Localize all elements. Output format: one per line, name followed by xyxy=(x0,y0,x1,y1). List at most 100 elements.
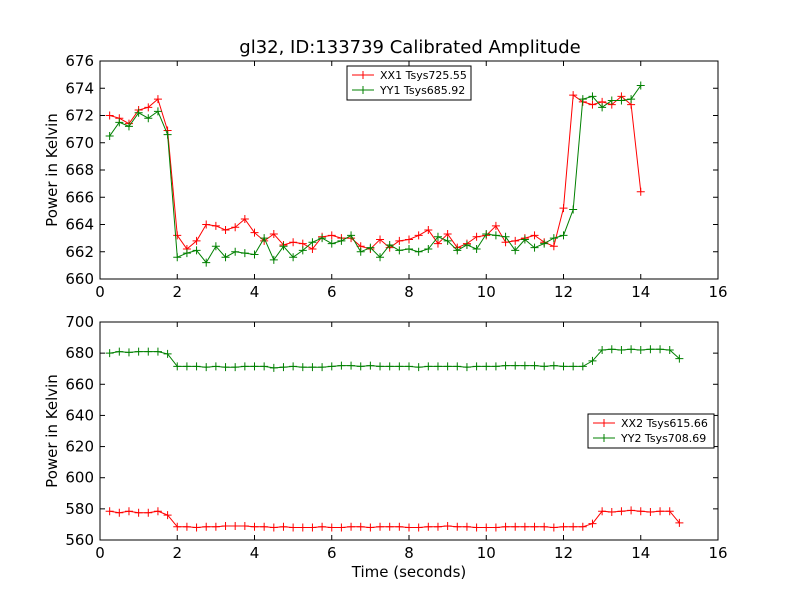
data-point xyxy=(443,362,452,371)
data-point xyxy=(124,122,133,131)
x-tick-label: 14 xyxy=(631,544,650,562)
data-point xyxy=(366,361,375,370)
data-point xyxy=(182,249,191,258)
data-point xyxy=(124,507,133,516)
data-point xyxy=(240,249,249,258)
legend-box xyxy=(587,413,715,449)
data-point xyxy=(453,522,462,531)
data-point xyxy=(202,258,211,267)
data-point xyxy=(308,363,317,372)
data-point xyxy=(173,253,182,262)
legend-entry: YY2 Tsys708.69 xyxy=(620,432,706,445)
data-point xyxy=(385,362,394,371)
legend: XX1 Tsys725.55 YY1 Tsys685.92 xyxy=(346,65,472,101)
data-point xyxy=(405,245,413,254)
data-point xyxy=(453,246,462,255)
series-line xyxy=(109,85,642,264)
data-point xyxy=(279,363,288,372)
data-point xyxy=(240,215,249,224)
y-tick-label: 662 xyxy=(65,243,94,261)
data-point xyxy=(289,362,298,371)
data-point xyxy=(511,236,520,245)
data-point xyxy=(376,362,385,371)
data-point xyxy=(250,362,259,371)
data-point xyxy=(318,363,327,372)
data-point xyxy=(636,187,645,196)
data-point xyxy=(472,245,481,254)
data-point xyxy=(144,114,153,123)
x-tick-label: 2 xyxy=(172,283,182,301)
data-point xyxy=(250,228,259,237)
data-point xyxy=(578,95,587,104)
data-point xyxy=(472,232,481,241)
data-point xyxy=(569,205,578,214)
legend: XX2 Tsys615.66 YY2 Tsys708.69 xyxy=(587,413,715,449)
data-point xyxy=(289,253,298,262)
y-tick-label: 660 xyxy=(65,270,94,288)
data-point xyxy=(520,361,529,370)
data-point xyxy=(511,246,520,255)
y-tick-label: 664 xyxy=(65,216,94,234)
data-point xyxy=(636,346,645,355)
data-point xyxy=(405,235,413,244)
data-point xyxy=(347,522,356,531)
y-tick-label: 672 xyxy=(65,107,94,125)
y-tick-label: 660 xyxy=(65,375,94,393)
data-point xyxy=(182,362,191,371)
data-point xyxy=(327,523,336,532)
data-point xyxy=(414,231,423,240)
data-point xyxy=(250,522,259,531)
data-point xyxy=(443,521,452,530)
data-point xyxy=(433,522,442,531)
data-point xyxy=(163,511,172,520)
data-point xyxy=(366,243,375,252)
data-point xyxy=(559,362,568,371)
data-point xyxy=(491,221,500,230)
y-axis-label: Power in Kelvin xyxy=(43,374,61,488)
data-point xyxy=(269,363,278,372)
data-point xyxy=(153,507,162,516)
data-point xyxy=(173,362,182,371)
data-point xyxy=(607,96,616,105)
data-point xyxy=(115,347,124,356)
x-tick-label: 16 xyxy=(708,283,727,301)
data-point xyxy=(511,361,520,370)
data-point xyxy=(607,345,616,354)
y-tick-label: 666 xyxy=(65,188,94,206)
data-point xyxy=(327,239,336,248)
chart-title: gl32, ID:133739 Calibrated Amplitude xyxy=(239,37,580,58)
data-point xyxy=(144,103,153,112)
data-point xyxy=(540,522,549,531)
x-tick-label: 4 xyxy=(250,544,260,562)
data-point xyxy=(211,362,220,371)
data-point xyxy=(424,522,433,531)
data-point xyxy=(202,522,211,531)
data-point xyxy=(298,523,307,532)
data-point xyxy=(221,363,230,372)
data-point xyxy=(153,347,162,356)
data-point xyxy=(530,361,539,370)
data-point xyxy=(337,523,346,532)
data-point xyxy=(443,230,452,239)
data-point xyxy=(549,523,558,532)
data-point xyxy=(308,238,317,247)
legend-marker xyxy=(600,434,608,442)
data-point xyxy=(202,363,211,372)
data-point xyxy=(598,103,607,112)
data-point xyxy=(395,246,404,255)
data-point xyxy=(211,242,220,251)
data-point xyxy=(366,523,375,532)
data-point xyxy=(559,522,568,531)
x-tick-label: 6 xyxy=(327,283,337,301)
data-point xyxy=(588,92,597,101)
data-point xyxy=(173,522,182,531)
data-point xyxy=(627,506,636,515)
data-point xyxy=(530,231,539,240)
legend-entry: XX2 Tsys615.66 xyxy=(621,417,708,430)
data-point xyxy=(269,230,278,239)
data-point xyxy=(520,235,529,244)
data-point xyxy=(627,95,636,104)
x-tick-label: 10 xyxy=(477,544,496,562)
data-point xyxy=(376,522,385,531)
